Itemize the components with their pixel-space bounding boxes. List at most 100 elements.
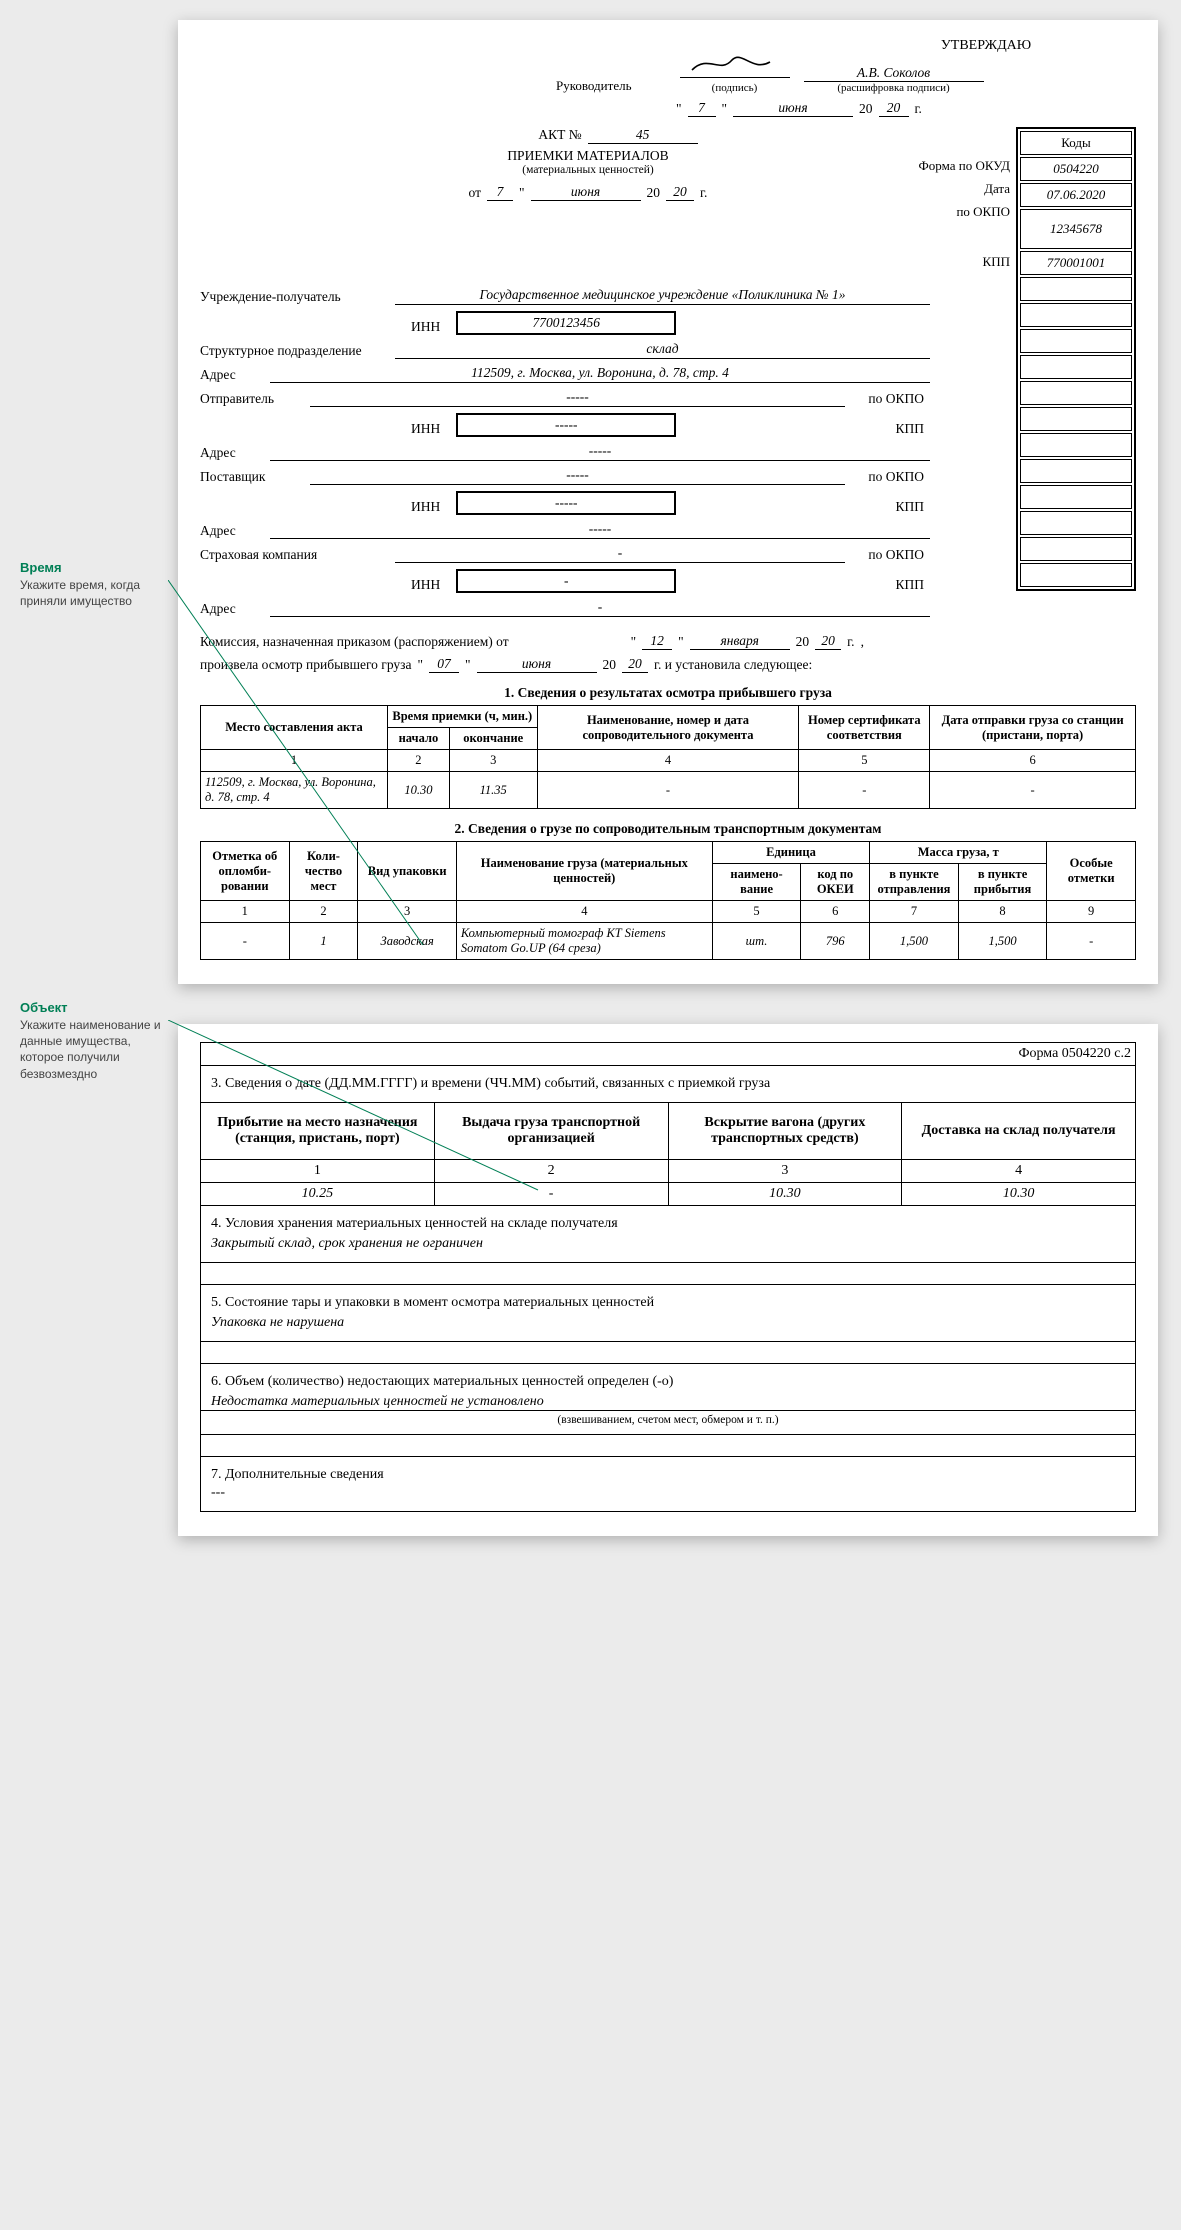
annotation-object-body: Укажите наиме­нование и данные имущества… <box>20 1017 170 1082</box>
insurance-value: - <box>395 545 845 563</box>
supplier-inn: ----- <box>456 491 676 515</box>
s2-qty: 1 <box>289 923 358 960</box>
s2-h3: Вид упаковки <box>358 842 456 901</box>
annotation-time-body: Укажите время, когда приняли имущество <box>20 577 170 609</box>
address4-label: Адрес <box>200 601 270 617</box>
code-okpo: 12345678 <box>1020 209 1132 249</box>
code-blank5 <box>1020 381 1132 405</box>
sender-label: Отправитель <box>200 391 310 407</box>
supplier-inn-label: ИНН <box>411 499 440 515</box>
s2-n2: 2 <box>289 901 358 923</box>
code-date: 07.06.2020 <box>1020 183 1132 207</box>
order-month: января <box>690 633 790 650</box>
address2-value: ----- <box>270 443 930 461</box>
title-line1: ПРИЕМКИ МАТЕРИАЛОВ <box>260 148 916 164</box>
supplier-label: Поставщик <box>200 469 310 485</box>
supplier-value: ----- <box>310 467 845 485</box>
recipient-inn: 7700123456 <box>456 311 676 335</box>
from-month: июня <box>531 184 641 201</box>
s1-h2a: начало <box>388 728 450 750</box>
sender-inn-label: ИНН <box>411 421 440 437</box>
s1-n6: 6 <box>930 750 1136 772</box>
s3-h4: Доставка на склад получателя <box>902 1103 1136 1160</box>
s3-h1: Прибытие на место назначения (станция, п… <box>201 1103 435 1160</box>
sec4-blank <box>201 1263 1136 1285</box>
section1-table: Место составления акта Время приемки (ч,… <box>200 705 1136 809</box>
s1-h4: Номер сертификата соответствия <box>799 706 930 750</box>
s2-h6: код по ОКЕИ <box>801 864 870 901</box>
section2-table: Отметка об опломби­ровании Коли­чество м… <box>200 841 1136 960</box>
sec5-blank <box>201 1342 1136 1364</box>
s2-n5: 5 <box>712 901 801 923</box>
sec6-blank <box>201 1435 1136 1457</box>
s1-place: 112509, г. Москва, ул. Воронина, д. 78, … <box>201 772 388 809</box>
signature-caption: (подпись) <box>680 82 790 94</box>
insurance-okpo-label: по ОКПО <box>845 547 930 563</box>
s2-seal: - <box>201 923 290 960</box>
supplier-kpp-label: КПП <box>845 499 930 515</box>
from-label: от <box>469 185 481 201</box>
s2-unit: шт. <box>712 923 801 960</box>
annotation-object: Объект Укажите наиме­нование и данные им… <box>20 1000 170 1082</box>
code-blank2 <box>1020 303 1132 327</box>
code-blank6 <box>1020 407 1132 431</box>
code-blank9 <box>1020 485 1132 509</box>
s1-cert: - <box>799 772 930 809</box>
title-line2: (материальных ценностей) <box>260 164 916 176</box>
code-blank8 <box>1020 459 1132 483</box>
s3-v1: 10.25 <box>201 1183 435 1206</box>
code-blank11 <box>1020 537 1132 561</box>
code-blank3 <box>1020 329 1132 353</box>
sec3-title: 3. Сведения о дате (ДД.ММ.ГГГГ) и времен… <box>201 1066 1136 1103</box>
s1-end: 11.35 <box>449 772 537 809</box>
recipient-label: Учреждение-получатель <box>200 289 395 305</box>
s2-h4: Наименование груза (материальных ценност… <box>456 842 712 901</box>
act-label: АКТ № <box>538 127 581 144</box>
address3-label: Адрес <box>200 523 270 539</box>
sec6-val: Недостатка материальных ценностей не уст… <box>201 1392 1136 1411</box>
sender-value: ----- <box>310 389 845 407</box>
s1-ship: - <box>930 772 1136 809</box>
address1-value: 112509, г. Москва, ул. Воронина, д. 78, … <box>270 365 930 383</box>
s2-h1: Отметка об опломби­ровании <box>201 842 290 901</box>
section1-title: 1. Сведения о результатах осмотра прибыв… <box>200 685 1136 701</box>
signature-line <box>680 56 790 78</box>
sender-kpp-label: КПП <box>845 421 930 437</box>
s3-n1: 1 <box>201 1160 435 1183</box>
s3-n2: 2 <box>434 1160 668 1183</box>
s3-n3: 3 <box>668 1160 902 1183</box>
s1-h3: Наименование, номер и дата сопроводитель… <box>537 706 799 750</box>
s2-n1: 1 <box>201 901 290 923</box>
s3-n4: 4 <box>902 1160 1136 1183</box>
approve-year: 20 <box>879 100 909 117</box>
s2-n9: 9 <box>1047 901 1136 923</box>
s1-h5: Дата отправки груза со станции (пристани… <box>930 706 1136 750</box>
s3-v3: 10.30 <box>668 1183 902 1206</box>
code-blank10 <box>1020 511 1132 535</box>
approve-word: УТВЕРЖДАЮ <box>836 38 1136 54</box>
s2-h5: наимено­вание <box>712 864 801 901</box>
insurance-label: Страховая компания <box>200 547 395 563</box>
sec6-title: 6. Объем (количество) недостающих матери… <box>201 1364 1136 1393</box>
kpp-label: КПП <box>919 254 1011 270</box>
annotation-time-title: Время <box>20 560 170 575</box>
s1-n4: 4 <box>537 750 799 772</box>
s3-v4: 10.30 <box>902 1183 1136 1206</box>
order-year-suffix: г. <box>847 634 854 650</box>
s2-n8: 8 <box>958 901 1047 923</box>
annotation-object-title: Объект <box>20 1000 170 1015</box>
s1-n5: 5 <box>799 750 930 772</box>
s1-doc: - <box>537 772 799 809</box>
section2-title: 2. Сведения о грузе по сопроводительным … <box>200 821 1136 837</box>
inspect-month: июня <box>477 656 597 673</box>
approve-month: июня <box>733 100 853 117</box>
s1-n2: 2 <box>388 750 450 772</box>
s2-n7: 7 <box>870 901 959 923</box>
s3-h3: Вскрытие вагона (других транспортных сре… <box>668 1103 902 1160</box>
code-blank4 <box>1020 355 1132 379</box>
okud-label: Форма по ОКУД <box>919 158 1011 174</box>
s1-h1: Место составления акта <box>201 706 388 750</box>
approver-name: А.В. Соколов <box>804 65 984 82</box>
insurance-inn: - <box>456 569 676 593</box>
address2-label: Адрес <box>200 445 270 461</box>
